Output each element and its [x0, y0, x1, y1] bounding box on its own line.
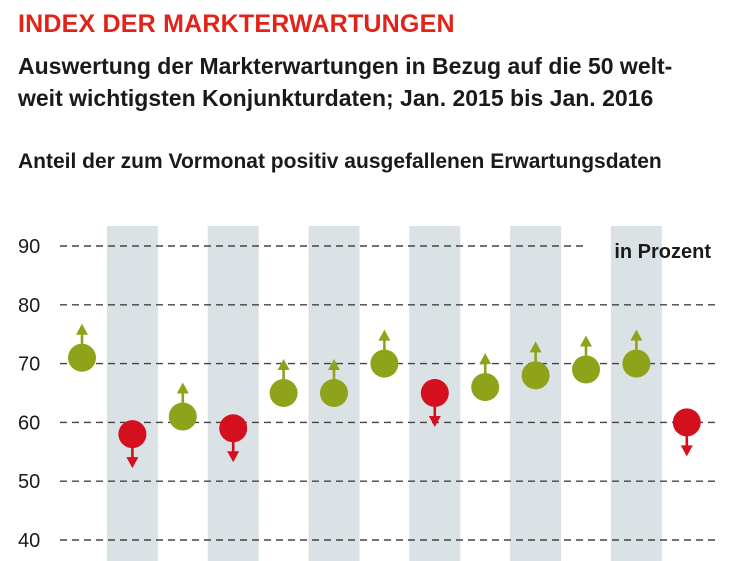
data-point-group — [320, 359, 348, 407]
data-point — [269, 379, 298, 407]
down-arrow-icon — [126, 457, 139, 469]
up-arrow-icon — [580, 335, 592, 347]
data-point — [219, 414, 248, 443]
y-tick-label: 60 — [18, 412, 40, 434]
data-point — [572, 355, 600, 384]
data-point-group — [68, 323, 96, 372]
down-arrow-icon — [680, 445, 693, 457]
data-marks — [68, 323, 701, 469]
down-arrow-icon — [428, 416, 441, 427]
up-arrow-icon — [529, 341, 542, 353]
data-point — [471, 373, 500, 402]
data-point-group — [471, 353, 500, 402]
data-point-group — [622, 329, 651, 378]
subtitle-line-2: weit wichtigsten Konjunkturdaten; Jan. 2… — [18, 85, 654, 111]
data-point — [320, 379, 348, 407]
unit-label: in Prozent — [614, 241, 711, 263]
data-point-group — [420, 379, 449, 427]
data-point-group — [521, 341, 550, 390]
up-arrow-icon — [277, 359, 290, 370]
data-point — [521, 361, 550, 390]
y-tick-label: 80 — [18, 295, 40, 317]
up-arrow-icon — [479, 353, 492, 365]
y-tick-label: 40 — [18, 530, 40, 552]
column-bands — [106, 226, 662, 561]
data-point-group — [672, 408, 701, 457]
column-band — [610, 226, 662, 561]
data-point-group — [269, 359, 298, 407]
column-band — [207, 226, 259, 561]
column-band — [106, 226, 158, 561]
data-point-group — [370, 329, 399, 378]
y-axis: 40 50 60 70 80 90 — [18, 236, 40, 552]
data-point — [370, 349, 399, 378]
subtitle-line-1: Auswertung der Markterwartungen in Bezug… — [18, 53, 673, 79]
data-point — [168, 402, 197, 431]
data-point-group — [118, 420, 147, 469]
up-arrow-icon — [76, 323, 88, 335]
data-point — [622, 349, 651, 378]
up-arrow-icon — [176, 382, 189, 394]
data-point-group — [572, 335, 600, 384]
data-point-group — [168, 382, 197, 431]
chart-title: INDEX DER MARKTERWARTUNGEN — [18, 10, 455, 38]
up-arrow-icon — [328, 359, 340, 370]
gridlines — [60, 245, 718, 541]
data-point — [420, 379, 449, 407]
chart-caption: Anteil der zum Vormonat positiv ausgefal… — [18, 150, 662, 173]
data-point-group — [219, 414, 248, 463]
y-tick-label: 90 — [18, 236, 40, 258]
data-point — [68, 343, 96, 372]
down-arrow-icon — [227, 451, 240, 463]
y-tick-label: 50 — [18, 471, 40, 493]
data-point — [118, 420, 147, 449]
column-band — [510, 226, 562, 561]
chart-subtitle: Auswertung der Markterwartungen in Bezug… — [18, 50, 738, 114]
data-point — [672, 408, 701, 437]
y-tick-label: 70 — [18, 354, 40, 376]
up-arrow-icon — [630, 329, 643, 341]
up-arrow-icon — [378, 329, 391, 341]
